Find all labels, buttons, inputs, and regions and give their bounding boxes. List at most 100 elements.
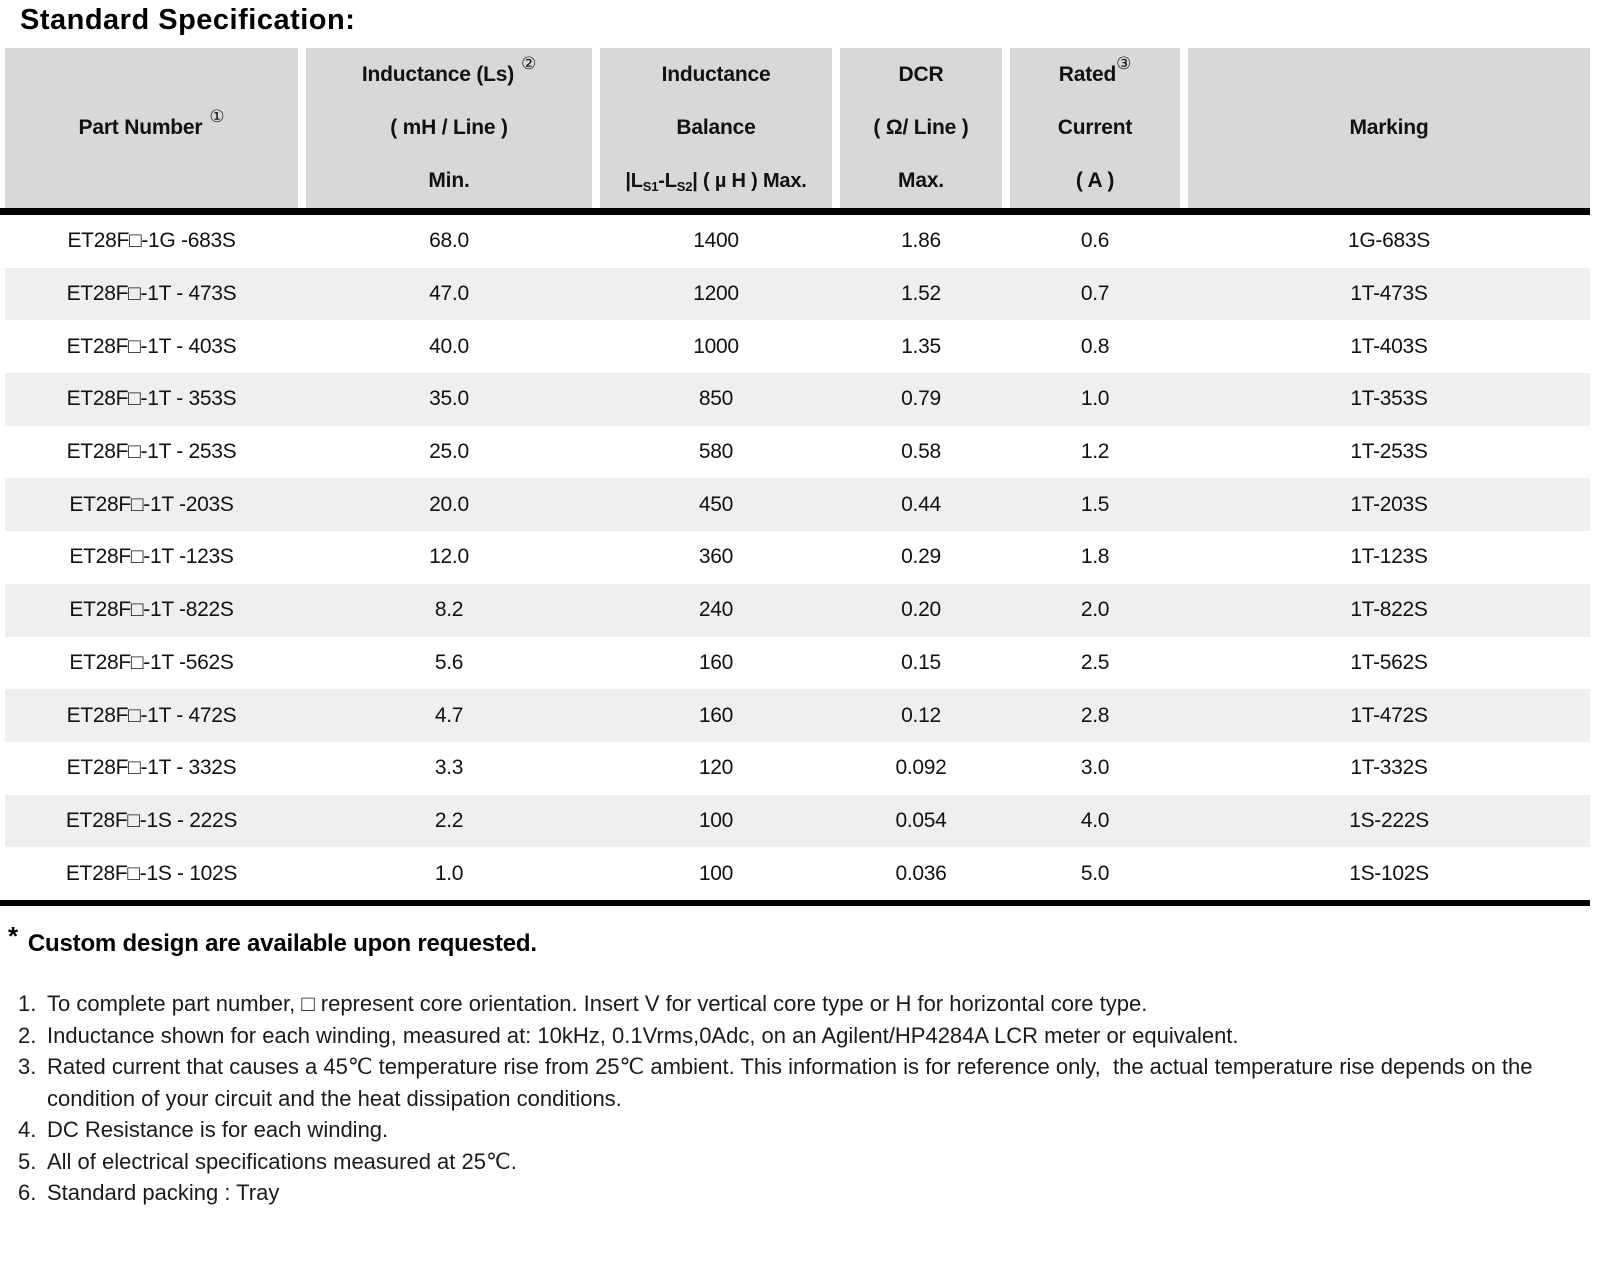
footnote-text: Rated current that causes a 45℃ temperat… — [47, 1054, 1539, 1111]
cell-part-number: ET28F□-1T -822S — [69, 598, 234, 622]
subscript-s1: S1 — [642, 178, 659, 194]
current-label: Current — [1057, 116, 1133, 139]
cell-balance-max: 580 — [698, 440, 734, 464]
balance-label-2: Balance — [676, 116, 756, 139]
footnotes-list: 1. To complete part number, □ represent c… — [18, 988, 1566, 1209]
footnote-item: 4. DC Resistance is for each winding. — [18, 1114, 1566, 1146]
cell-part-number: ET28F□-1T - 253S — [66, 440, 237, 464]
cell-inductance-min: 4.7 — [434, 703, 464, 727]
cell-part-number: ET28F□-1T - 472S — [66, 703, 237, 727]
footnote-number: 1. — [18, 991, 37, 1016]
cell-inductance-min: 40.0 — [429, 334, 469, 358]
cell-marking: 1T-822S — [1350, 598, 1428, 622]
table-bottom-rule — [0, 899, 1590, 906]
header-line: Inductance (Ls) ② — [306, 49, 592, 102]
rated-label: Rated — [1058, 63, 1117, 86]
cell-marking: 1S-102S — [1349, 861, 1429, 885]
cell-dcr-max: 0.15 — [901, 650, 941, 674]
cell-marking: 1S-222S — [1349, 808, 1429, 832]
dcr-label: DCR — [898, 63, 944, 86]
cell-part-number: ET28F□-1T - 473S — [66, 282, 237, 306]
cell-rated-current: 0.8 — [1080, 334, 1110, 358]
cell-marking: 1G-683S — [1348, 229, 1430, 253]
cell-inductance-min: 12.0 — [429, 545, 469, 569]
header-line-empty — [1188, 155, 1590, 208]
col-header-dcr: DCR ( Ω/ Line ) Max. — [840, 48, 1002, 208]
cell-dcr-max: 1.35 — [901, 334, 941, 358]
cell-part-number: ET28F□-1S - 222S — [65, 808, 238, 832]
col-header-part-number: Part Number ① — [5, 48, 298, 208]
cell-part-number: ET28F□-1T -203S — [69, 492, 234, 516]
footnote-item: 5. All of electrical specifications measu… — [18, 1146, 1566, 1178]
cell-inductance-min: 20.0 — [429, 492, 469, 516]
balance-label-1: Inductance — [661, 63, 771, 86]
col-header-balance: Inductance Balance |L S1 -L S2 | ( µ H ) Max… — [600, 48, 832, 208]
cell-part-number: ET28F□-1T - 332S — [66, 756, 237, 780]
cell-part-number: ET28F□-1S - 102S — [65, 861, 238, 885]
header-line: Rated ③ — [1010, 49, 1180, 102]
table-body: ET28F□-1G -683S 68.0 1400 1.86 0.6 1G-683S ET2… — [5, 215, 1590, 900]
footnote-text: DC Resistance is for each winding. — [47, 1117, 389, 1142]
header-divider-rule — [0, 208, 1590, 215]
cell-dcr-max: 0.79 — [901, 387, 941, 411]
cell-marking: 1T-253S — [1350, 440, 1428, 464]
cell-inductance-min: 3.3 — [434, 756, 464, 780]
table-row: ET28F□-1T - 473S 47.0 1200 1.52 0.7 1T-473S — [5, 267, 1590, 321]
footnote-ref-1-icon: ① — [209, 107, 225, 126]
footnote-item: 6. Standard packing : Tray — [18, 1177, 1566, 1209]
cell-marking: 1T-473S — [1350, 282, 1428, 306]
cell-dcr-max: 1.86 — [901, 229, 941, 253]
dcr-max-label: Max. — [898, 169, 944, 192]
cell-rated-current: 0.7 — [1080, 282, 1110, 306]
table-row: ET28F□-1T - 472S 4.7 160 0.12 2.8 1T-472S — [5, 689, 1590, 742]
col-header-rated-current: Rated ③ Current ( A ) — [1010, 48, 1180, 208]
cell-balance-max: 160 — [698, 650, 734, 674]
inductance-min-label: Min. — [428, 169, 470, 192]
footnote-item: 2. Inductance shown for each winding, mea… — [18, 1020, 1566, 1052]
cell-part-number: ET28F□-1T - 403S — [66, 334, 237, 358]
custom-design-note: * Custom design are available upon reques… — [8, 921, 537, 958]
table-header: Part Number ① Inductance (Ls) ② ( mH / Lin… — [5, 48, 1590, 208]
cell-marking: 1T-332S — [1350, 756, 1428, 780]
marking-label: Marking — [1349, 116, 1429, 139]
footnote-number: 6. — [18, 1180, 37, 1205]
footnote-number: 3. — [18, 1054, 37, 1079]
table-row: ET28F□-1T -123S 12.0 360 0.29 1.8 1T-123S — [5, 531, 1590, 584]
balance-formula-part: |L — [625, 169, 643, 192]
cell-part-number: ET28F□-1G -683S — [67, 229, 236, 253]
footnote-ref-3-icon: ③ — [1116, 54, 1132, 73]
cell-inductance-min: 68.0 — [429, 229, 469, 253]
balance-formula: |L S1 -L S2 | ( µ H ) Max. — [600, 155, 832, 208]
footnote-text: All of electrical specifications measure… — [47, 1148, 517, 1174]
cell-inductance-min: 35.0 — [429, 387, 469, 411]
cell-balance-max: 1000 — [693, 334, 739, 358]
inductance-label: Inductance (Ls) — [361, 63, 515, 86]
cell-dcr-max: 0.29 — [901, 545, 941, 569]
table-row: ET28F□-1S - 102S 1.0 100 0.036 5.0 1S-102S — [5, 847, 1590, 900]
cell-marking: 1T-403S — [1350, 334, 1428, 358]
header-line-empty — [1188, 49, 1590, 102]
cell-dcr-max: 1.52 — [901, 282, 941, 306]
footnote-text: Standard packing : Tray — [47, 1180, 280, 1205]
page-title: Standard Specification: — [20, 4, 356, 36]
header-line: Part Number ① — [5, 102, 298, 155]
cell-inductance-min: 1.0 — [434, 861, 464, 885]
cell-rated-current: 0.6 — [1080, 229, 1110, 253]
balance-formula-part: -L — [658, 169, 677, 192]
cell-inductance-min: 5.6 — [434, 650, 464, 674]
footnote-item: 3. Rated current that causes a 45℃ temper… — [18, 1051, 1566, 1114]
cell-inductance-min: 25.0 — [429, 440, 469, 464]
cell-balance-max: 240 — [698, 598, 734, 622]
dcr-units: ( Ω/ Line ) — [873, 116, 969, 139]
cell-dcr-max: 0.092 — [895, 756, 947, 780]
cell-balance-max: 100 — [698, 808, 734, 832]
table-row: ET28F□-1T - 403S 40.0 1000 1.35 0.8 1T-403S — [5, 320, 1590, 373]
cell-marking: 1T-472S — [1350, 703, 1428, 727]
cell-inductance-min: 8.2 — [434, 598, 464, 622]
cell-dcr-max: 0.036 — [895, 861, 947, 885]
cell-balance-max: 1200 — [693, 282, 739, 306]
cell-part-number: ET28F□-1T - 353S — [66, 387, 237, 411]
cell-marking: 1T-353S — [1350, 387, 1428, 411]
table-row: ET28F□-1T -203S 20.0 450 0.44 1.5 1T-203S — [5, 478, 1590, 532]
table-row: ET28F□-1T -822S 8.2 240 0.20 2.0 1T-822S — [5, 583, 1590, 637]
